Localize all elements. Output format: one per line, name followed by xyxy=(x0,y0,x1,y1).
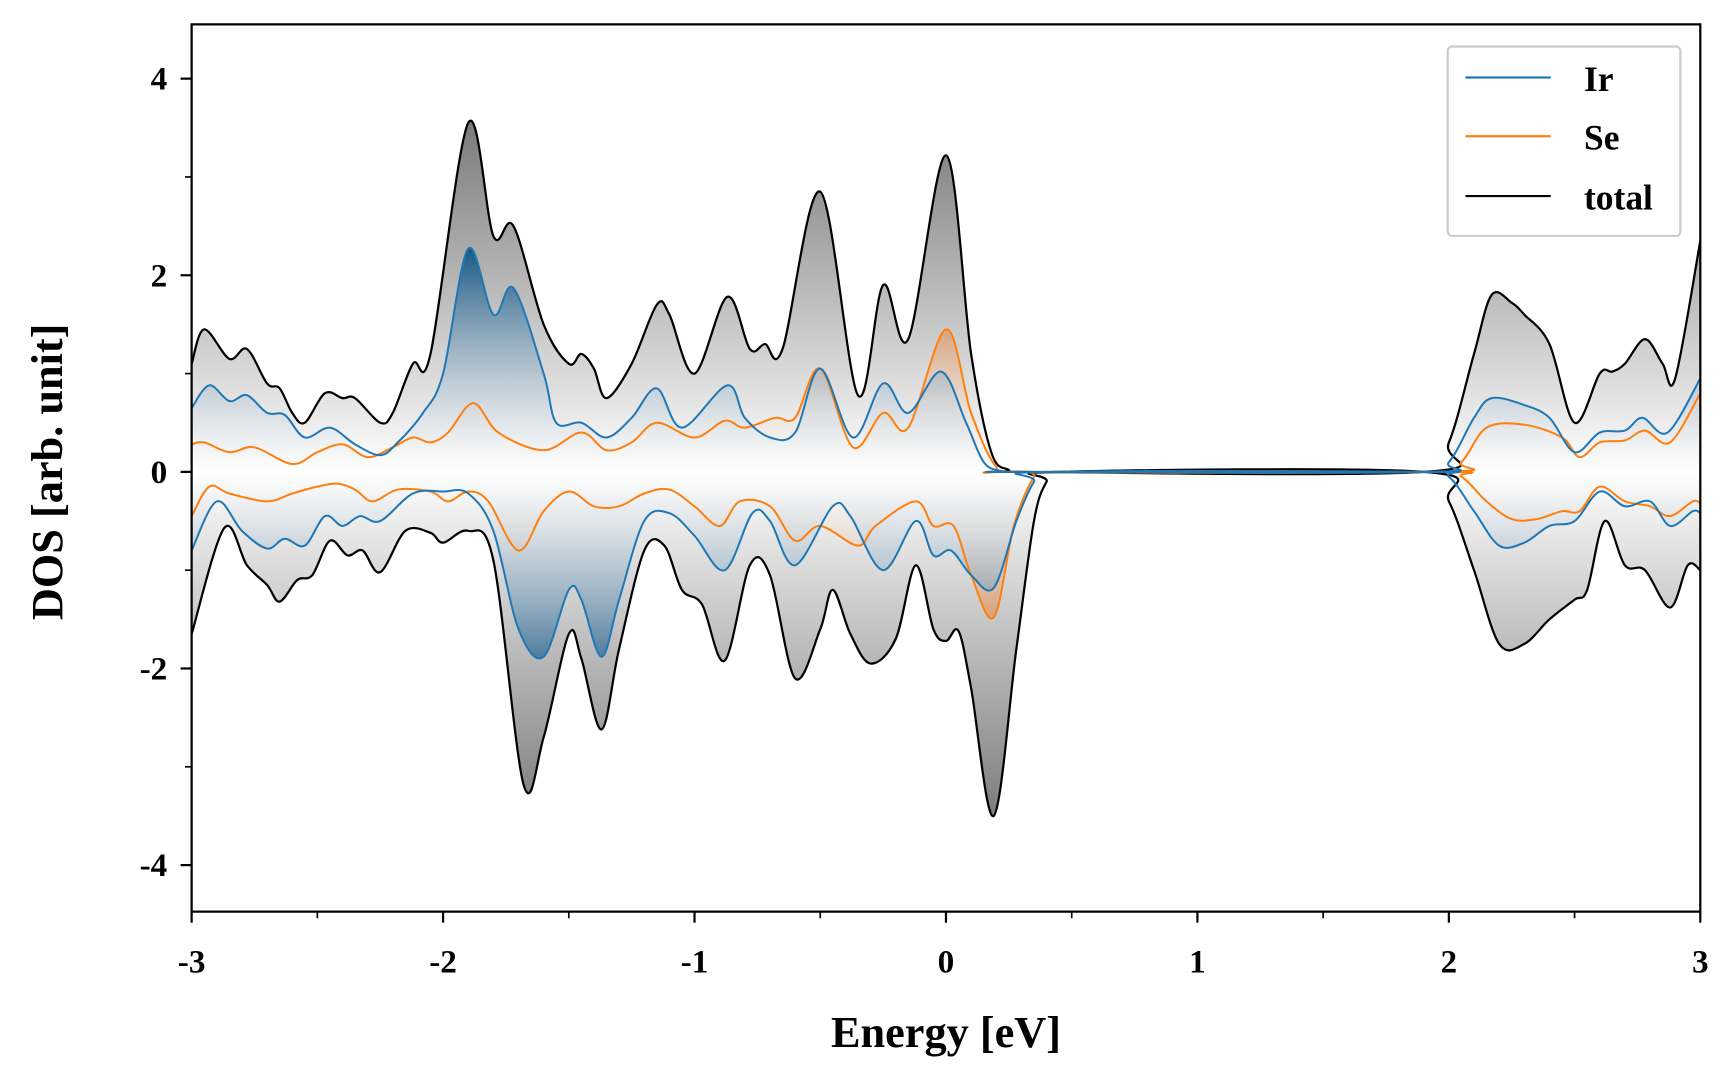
y-axis-label: DOS [arb. unit] xyxy=(23,324,72,621)
line-se-up xyxy=(191,328,1701,474)
y-tick-label: -2 xyxy=(140,651,168,688)
x-axis-label: Energy [eV] xyxy=(831,1008,1061,1057)
area-fills xyxy=(191,120,1701,816)
series-lines xyxy=(191,119,1701,818)
x-tick-label: -3 xyxy=(178,944,206,981)
legend-label-total: total xyxy=(1584,177,1653,217)
y-axis: -4 -2 0 2 4 xyxy=(140,61,192,884)
y-tick-label: 2 xyxy=(151,257,168,294)
fill-total-up xyxy=(191,120,1701,475)
y-tick-label: 4 xyxy=(151,61,168,98)
x-tick-label: -1 xyxy=(681,944,709,981)
y-tick-label: -4 xyxy=(140,847,168,884)
x-tick-label: -2 xyxy=(429,944,457,981)
x-tick-label: 1 xyxy=(1189,944,1206,981)
legend-label-ir: Ir xyxy=(1584,59,1614,99)
legend-box xyxy=(1446,45,1682,238)
y-tick-label: 0 xyxy=(151,454,168,491)
legend-label-se: Se xyxy=(1584,118,1619,158)
x-axis: -3 -2 -1 0 1 2 3 xyxy=(178,911,1709,981)
line-ir-up xyxy=(191,247,1701,474)
x-tick-label: 0 xyxy=(938,944,955,981)
fill-ir-down xyxy=(191,470,1701,659)
x-tick-label: 2 xyxy=(1441,944,1458,981)
line-ir-down xyxy=(191,469,1701,660)
line-total-down xyxy=(191,468,1701,818)
x-tick-label: 3 xyxy=(1692,944,1709,981)
line-se-down xyxy=(191,470,1701,620)
fill-ir-up xyxy=(191,247,1701,473)
legend: Ir Se total xyxy=(1446,45,1682,238)
line-total-up xyxy=(191,119,1701,476)
